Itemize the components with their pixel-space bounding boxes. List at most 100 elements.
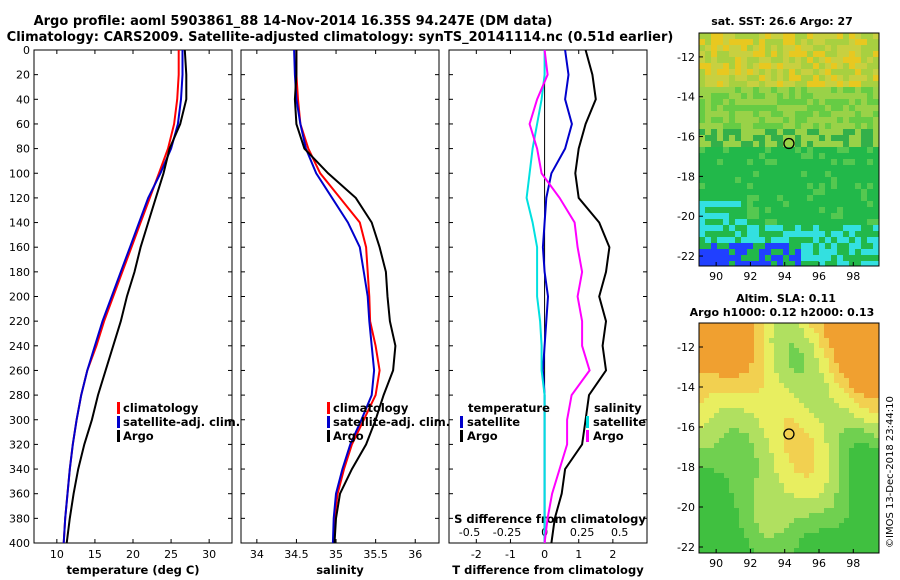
map-cell: [807, 123, 813, 129]
map-cell: [747, 81, 753, 87]
map-cell: [729, 513, 734, 518]
map-cell: [789, 408, 794, 413]
map-cell: [753, 225, 759, 231]
map-cell: [864, 383, 869, 388]
map-cell: [723, 39, 729, 45]
map-cell: [839, 383, 844, 388]
map-cell: [699, 93, 705, 99]
map-cell: [735, 117, 741, 123]
map-cell: [774, 548, 779, 553]
map-cell: [799, 518, 804, 523]
map-cell: [799, 408, 804, 413]
map-cell: [844, 453, 849, 458]
map-cell: [789, 111, 795, 117]
map-cell: [849, 69, 855, 75]
map-cell: [859, 468, 864, 473]
map-cell: [844, 513, 849, 518]
map-cell: [784, 473, 789, 478]
y-tick-label: -20: [677, 501, 695, 514]
map-cell: [789, 117, 795, 123]
map-cell: [771, 39, 777, 45]
map-cell: [831, 105, 837, 111]
map-cell: [837, 195, 843, 201]
map-cell: [734, 333, 739, 338]
map-cell: [777, 177, 783, 183]
map-cell: [813, 237, 819, 243]
map-cell: [747, 39, 753, 45]
map-cell: [794, 388, 799, 393]
map-cell: [749, 528, 754, 533]
map-cell: [779, 403, 784, 408]
map-cell: [769, 543, 774, 548]
map-cell: [714, 408, 719, 413]
map-cell: [779, 393, 784, 398]
map-cell: [724, 468, 729, 473]
map-cell: [741, 33, 747, 39]
map-cell: [834, 543, 839, 548]
map-cell: [873, 33, 879, 39]
map-cell: [804, 368, 809, 373]
map-cell: [711, 93, 717, 99]
map-cell: [747, 141, 753, 147]
map-cell: [759, 45, 765, 51]
map-cell: [764, 523, 769, 528]
map-cell: [734, 323, 739, 328]
map-cell: [874, 533, 879, 538]
map-cell: [759, 183, 765, 189]
map-cell: [869, 328, 874, 333]
map-cell: [714, 363, 719, 368]
map-cell: [749, 398, 754, 403]
map-cell: [819, 498, 824, 503]
y-tick-label: -16: [677, 421, 695, 434]
map-cell: [739, 528, 744, 533]
y-tick-label: 200: [9, 291, 30, 304]
map-cell: [874, 518, 879, 523]
map-cell: [824, 413, 829, 418]
map-cell: [714, 333, 719, 338]
map-cell: [873, 87, 879, 93]
map-cell: [861, 147, 867, 153]
map-cell: [799, 438, 804, 443]
map-cell: [864, 488, 869, 493]
map-cell: [719, 498, 724, 503]
map-cell: [779, 473, 784, 478]
map-cell: [764, 458, 769, 463]
map-cell: [867, 195, 873, 201]
map-cell: [754, 348, 759, 353]
map-cell: [809, 323, 814, 328]
map-cell: [819, 448, 824, 453]
map-cell: [759, 473, 764, 478]
map-cell: [711, 81, 717, 87]
map-cell: [753, 243, 759, 249]
map-cell: [765, 135, 771, 141]
map-cell: [834, 343, 839, 348]
map-cell: [739, 448, 744, 453]
map-cell: [834, 453, 839, 458]
map-cell: [824, 478, 829, 483]
map-cell: [809, 548, 814, 553]
map-cell: [867, 141, 873, 147]
map-cell: [699, 51, 705, 57]
map-cell: [747, 63, 753, 69]
map-cell: [744, 343, 749, 348]
map-cell: [753, 33, 759, 39]
map-cell: [764, 538, 769, 543]
map-cell: [709, 328, 714, 333]
map-cell: [747, 129, 753, 135]
map-cell: [849, 249, 855, 255]
map-cell: [735, 219, 741, 225]
map-cell: [734, 433, 739, 438]
map-cell: [729, 533, 734, 538]
map-cell: [759, 403, 764, 408]
map-cell: [814, 363, 819, 368]
map-cell: [714, 388, 719, 393]
map-cell: [719, 448, 724, 453]
map-cell: [795, 207, 801, 213]
map-cell: [741, 195, 747, 201]
map-cell: [741, 93, 747, 99]
map-cell: [789, 373, 794, 378]
map-cell: [699, 548, 704, 553]
map-cell: [705, 87, 711, 93]
map-cell: [809, 523, 814, 528]
map-cell: [839, 533, 844, 538]
